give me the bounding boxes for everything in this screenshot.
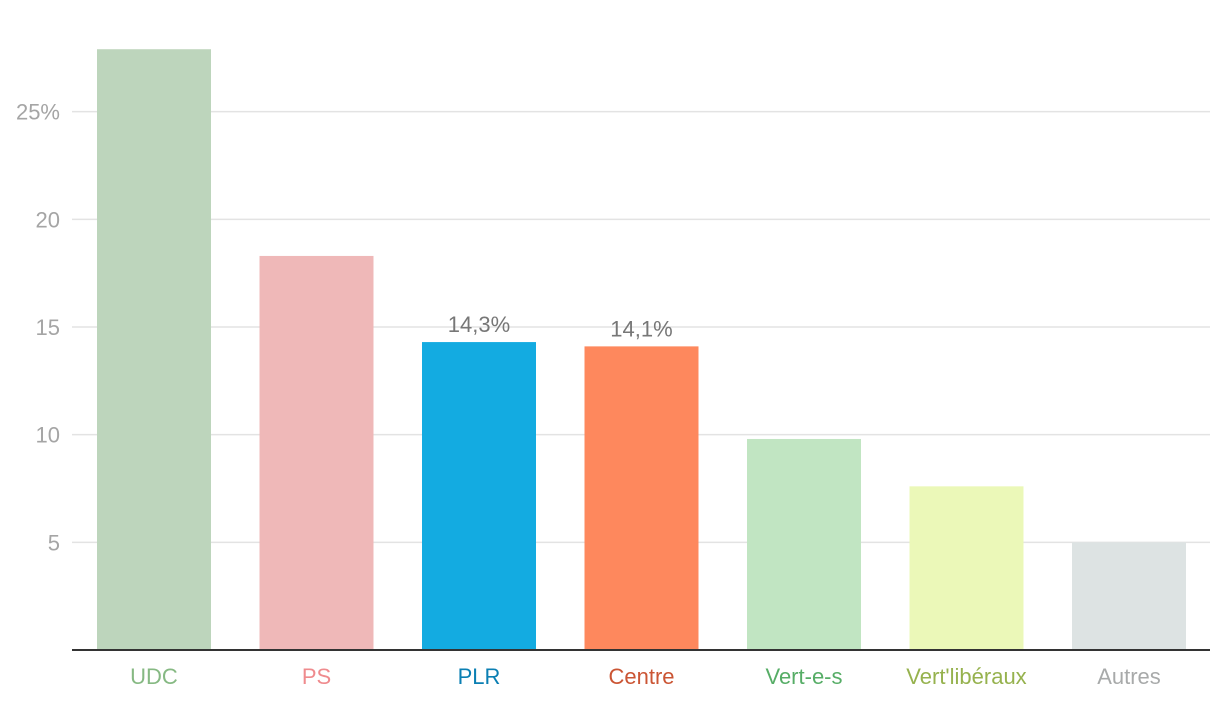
- category-label: PLR: [458, 664, 501, 689]
- category-labels: UDC PS PLR Centre Vert-e-s Vert'libéraux Autre…: [130, 664, 1161, 689]
- y-axis-tick-labels: 5 10 15 20 25%: [16, 100, 60, 556]
- y-tick-label: 10: [36, 423, 60, 448]
- bar: [1072, 542, 1186, 650]
- bar: [97, 49, 211, 651]
- y-tick-label: 25%: [16, 100, 60, 125]
- category-label: Autres: [1097, 664, 1161, 689]
- category-label: UDC: [130, 664, 178, 689]
- bar: [584, 346, 699, 650]
- bar: [259, 255, 374, 650]
- category-label: PS: [302, 664, 331, 689]
- bars: [97, 49, 1186, 651]
- data-label: 14,1%: [610, 316, 672, 341]
- bar: [747, 438, 861, 650]
- bar: [422, 342, 536, 650]
- bar: [909, 486, 1024, 650]
- category-label: Centre: [608, 664, 674, 689]
- category-label: Vert'libéraux: [906, 664, 1026, 689]
- y-tick-label: 20: [36, 207, 60, 232]
- data-label: 14,3%: [448, 312, 510, 337]
- y-tick-label: 5: [48, 530, 60, 555]
- category-label: Vert-e-s: [765, 664, 842, 689]
- y-tick-label: 15: [36, 315, 60, 340]
- data-labels: 14,3% 14,1%: [448, 312, 673, 341]
